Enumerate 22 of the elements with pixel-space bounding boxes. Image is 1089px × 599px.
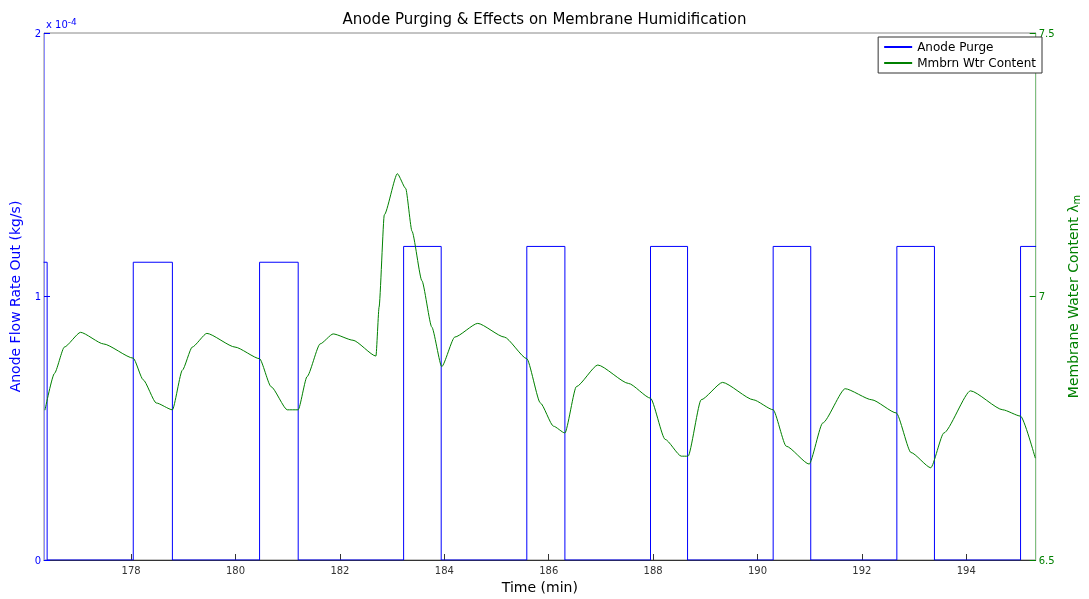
y2-tick-label: 7 — [1038, 291, 1046, 302]
legend-label: Mmbrn Wtr Content — [917, 56, 1037, 70]
x-tick-label: 192 — [852, 564, 872, 576]
x-tick-label: 188 — [643, 564, 663, 576]
chart-title: Anode Purging & Effects on Membrane Humidification — [342, 9, 747, 28]
x-tick-label: 194 — [956, 564, 976, 576]
x-tick-label: 184 — [434, 564, 454, 576]
x-tick-label: 190 — [747, 564, 768, 576]
y-tick-label: 1 — [34, 291, 41, 302]
legend-label: Anode Purge — [917, 40, 994, 54]
x-axis-title: Time (min) — [500, 579, 578, 595]
x-tick-label: 186 — [539, 564, 559, 576]
y-tick-label: 2 — [34, 27, 41, 39]
y2-axis-title: Membrane Water Content λm — [1064, 194, 1082, 399]
x-tick-label: 178 — [121, 564, 141, 576]
y2-tick-label: 6.5 — [1038, 554, 1055, 566]
y2-tick-label: 7.5 — [1038, 27, 1055, 39]
line-series — [44, 173, 1036, 469]
y-tick-label: 0 — [34, 554, 41, 566]
y-axis-title: Anode Flow Rate Out (kg/s) — [7, 200, 23, 393]
x-tick-label: 182 — [330, 564, 350, 576]
x-tick-label: 180 — [226, 564, 246, 576]
